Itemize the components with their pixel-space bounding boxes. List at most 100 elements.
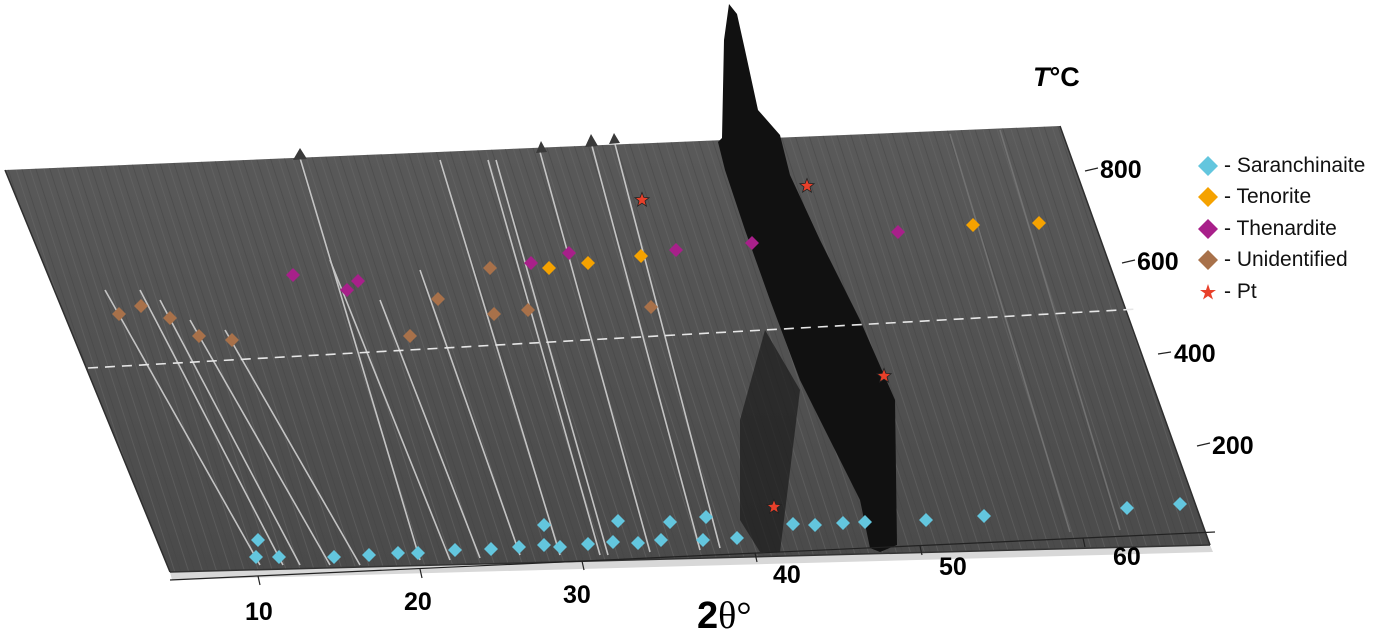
diamond-icon <box>249 550 263 564</box>
diamond-icon <box>611 514 625 528</box>
legend-item-pt: - Pt <box>1196 276 1365 308</box>
diamond-icon <box>483 261 497 275</box>
diamond-icon <box>351 274 365 288</box>
diamond-icon <box>286 268 300 282</box>
diamond-icon <box>581 256 595 270</box>
x-tick-60: 60 <box>1113 543 1141 571</box>
diamond-icon <box>1196 185 1220 209</box>
diamond-icon <box>1196 154 1220 178</box>
diamond-icon <box>391 546 405 560</box>
diamond-icon <box>112 307 126 321</box>
back-edge-peaks <box>293 133 620 160</box>
diamond-icon <box>836 516 850 530</box>
y-tick-600: 600 <box>1137 248 1179 276</box>
diamond-icon <box>696 533 710 547</box>
x-tick-30: 30 <box>563 581 591 609</box>
x-axis-title: 2θ° <box>697 594 752 638</box>
star-icon <box>765 498 783 515</box>
x-axis <box>169 531 1216 586</box>
diamond-icon <box>537 518 551 532</box>
legend-label: - Unidentified <box>1224 248 1348 272</box>
diamond-icon <box>1032 216 1046 230</box>
diamond-icon <box>1196 217 1220 241</box>
diamond-icon <box>163 311 177 325</box>
legend-label: - Saranchinaite <box>1224 153 1366 177</box>
x-tick-labels: 10 20 30 40 50 60 <box>245 543 1141 626</box>
diamond-icon <box>431 292 445 306</box>
diamond-icon <box>553 540 567 554</box>
x-tick-10: 10 <box>245 598 273 626</box>
diamond-icon <box>512 540 526 554</box>
diamond-icon <box>327 550 341 564</box>
y-tick-200: 200 <box>1212 432 1254 460</box>
diamond-icon <box>891 225 905 239</box>
diamond-icon <box>699 510 713 524</box>
diamond-icon <box>663 515 677 529</box>
diamond-icon <box>537 538 551 552</box>
diamond-icon <box>977 509 991 523</box>
diamond-icon <box>644 300 658 314</box>
star-icon <box>1196 280 1220 304</box>
y-axis <box>1084 167 1211 447</box>
legend-item-saranchinaite: - Saranchinaite <box>1196 150 1365 182</box>
pt-main-peak <box>718 4 897 552</box>
diamond-icon <box>448 543 462 557</box>
diamond-icon <box>272 550 286 564</box>
diamond-icon <box>521 303 535 317</box>
x-axis-title-theta: θ° <box>718 595 752 637</box>
y-axis-title: T°C <box>1033 62 1080 93</box>
diamond-icon <box>340 283 354 297</box>
star-icon <box>798 177 816 194</box>
star-icon <box>633 191 651 208</box>
diamond-icon <box>362 548 376 562</box>
diamond-icon <box>606 535 620 549</box>
diamond-icon <box>581 537 595 551</box>
diamond-icon <box>192 329 206 343</box>
diamond-icon <box>524 256 538 270</box>
diamond-icon <box>1120 501 1134 515</box>
legend-item-unidentified: - Unidentified <box>1196 245 1365 277</box>
y-tick-400: 400 <box>1174 340 1216 368</box>
diamond-icon <box>542 261 556 275</box>
y-tick-labels: 800 600 400 200 <box>1100 156 1254 460</box>
diamond-icon <box>654 533 668 547</box>
legend-item-tenorite: - Tenorite <box>1196 182 1365 214</box>
diamond-icon <box>1196 248 1220 272</box>
x-tick-50: 50 <box>939 553 967 581</box>
diamond-icon <box>786 517 800 531</box>
diamond-icon <box>1173 497 1187 511</box>
diamond-icon <box>487 307 501 321</box>
diamond-icon <box>966 218 980 232</box>
surface-body <box>4 125 1213 580</box>
diamond-icon <box>562 246 576 260</box>
legend-label: - Tenorite <box>1224 185 1312 209</box>
y-tick-800: 800 <box>1100 156 1142 184</box>
diamond-icon <box>919 513 933 527</box>
diamond-icon <box>669 243 683 257</box>
y-axis-title-italic: T <box>1033 62 1050 92</box>
diamond-icon <box>225 333 239 347</box>
diamond-icon <box>745 236 759 250</box>
diamond-icon <box>808 518 822 532</box>
y-axis-title-rest: °C <box>1049 62 1080 92</box>
diamond-icon <box>730 531 744 545</box>
x-axis-title-main: 2 <box>697 595 719 637</box>
dashed-transition-lines <box>87 308 1139 369</box>
diamond-icon <box>484 542 498 556</box>
diamond-icon <box>251 533 265 547</box>
diamond-icon <box>858 515 872 529</box>
star-icon <box>875 367 893 384</box>
diamond-icon <box>634 249 648 263</box>
x-tick-40: 40 <box>773 561 801 589</box>
legend: - Saranchinaite - Tenorite - Thenardite … <box>1196 150 1365 308</box>
diffraction-lines <box>104 129 1121 566</box>
diamond-icon <box>403 329 417 343</box>
legend-item-thenardite: - Thenardite <box>1196 213 1365 245</box>
phase-markers <box>112 177 1187 564</box>
diamond-icon <box>134 299 148 313</box>
legend-label: - Pt <box>1224 279 1257 303</box>
legend-label: - Thenardite <box>1224 216 1337 240</box>
x-tick-20: 20 <box>404 588 432 616</box>
diamond-icon <box>411 546 425 560</box>
